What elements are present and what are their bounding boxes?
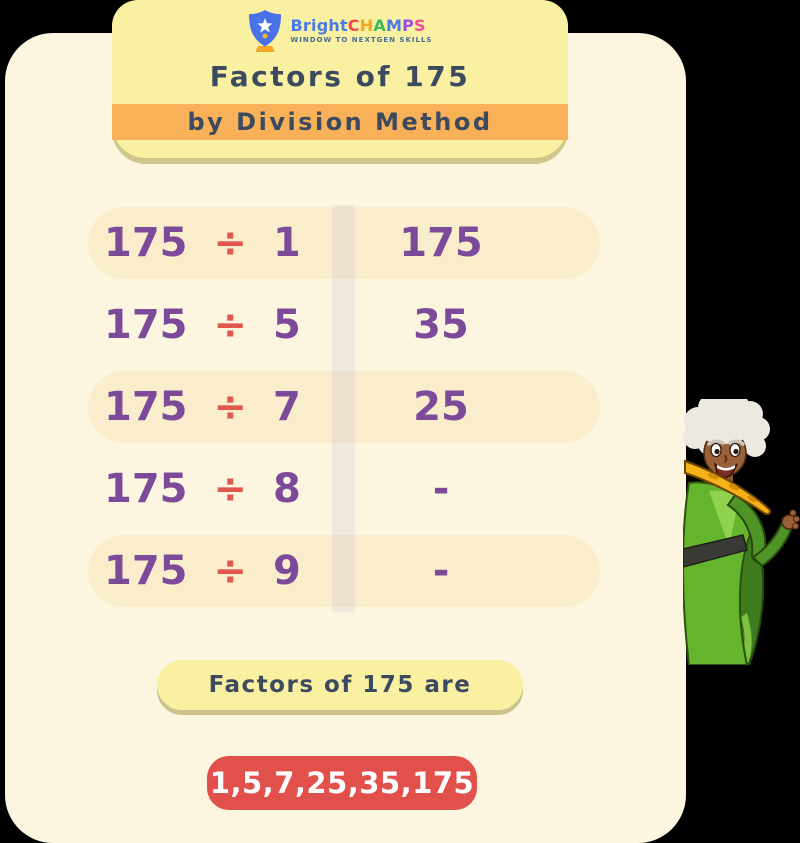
page-title: Factors of 175 [209,60,471,93]
logo-wordmark: BrightCHAMPS [291,17,433,35]
column-divider [332,205,355,612]
shield-star-icon [248,10,281,52]
divisor: 7 [273,384,301,430]
quotient: 25 [413,384,469,430]
division-expression: 175 ÷ 9 [104,535,301,607]
dividend: 175 [104,466,188,512]
dividend: 175 [104,220,188,266]
dividend: 175 [104,548,188,594]
brightchamps-logo: BrightCHAMPS WINDOW TO NEXTGEN SKILLS [112,9,568,53]
division-row: 175 ÷ 5 35 [88,289,600,361]
dividend: 175 [104,302,188,348]
logo-champs-letter: P [402,16,414,36]
division-sign: ÷ [213,384,248,430]
header-card: BrightCHAMPS WINDOW TO NEXTGEN SKILLS Fa… [112,0,568,158]
main-card: 175 ÷ 1 175 175 ÷ 5 35 175 ÷ 7 25 1 [5,33,686,843]
logo-champs-letter: C [347,16,360,36]
divisor: 5 [273,302,301,348]
dividend: 175 [104,384,188,430]
factors-answer-pill: 1,5,7,25,35,175 [207,756,477,810]
division-sign: ÷ [213,302,248,348]
divisor: 1 [273,220,301,266]
quotient: - [432,466,450,512]
quotient: 175 [399,220,483,266]
logo-champs-letter: A [373,16,386,36]
division-row: 175 ÷ 7 25 [88,371,600,443]
division-row: 175 ÷ 9 - [88,535,600,607]
division-expression: 175 ÷ 5 [104,289,301,361]
logo-champs-letter: H [359,16,374,36]
page-subtitle-band: by Division Method [112,104,568,140]
logo-tagline: WINDOW TO NEXTGEN SKILLS [290,35,433,44]
division-sign: ÷ [213,548,248,594]
grandma-mascot-illustration [683,399,800,665]
division-expression: 175 ÷ 1 [104,207,301,279]
logo-bright-text: Bright [290,16,348,36]
division-row: 175 ÷ 8 - [88,453,600,525]
division-row: 175 ÷ 1 175 [88,207,600,279]
logo-champs-letter: M [385,16,403,36]
quotient: - [432,548,450,594]
factors-label-pill: Factors of 175 are [157,660,523,710]
logo-text-block: BrightCHAMPS WINDOW TO NEXTGEN SKILLS [291,17,433,44]
divisor: 8 [273,466,301,512]
logo-champs-letter: S [414,16,426,36]
divisor: 9 [273,548,301,594]
division-sign: ÷ [213,220,248,266]
quotient: 35 [413,302,469,348]
division-expression: 175 ÷ 8 [104,453,301,525]
division-sign: ÷ [213,466,248,512]
division-expression: 175 ÷ 7 [104,371,301,443]
